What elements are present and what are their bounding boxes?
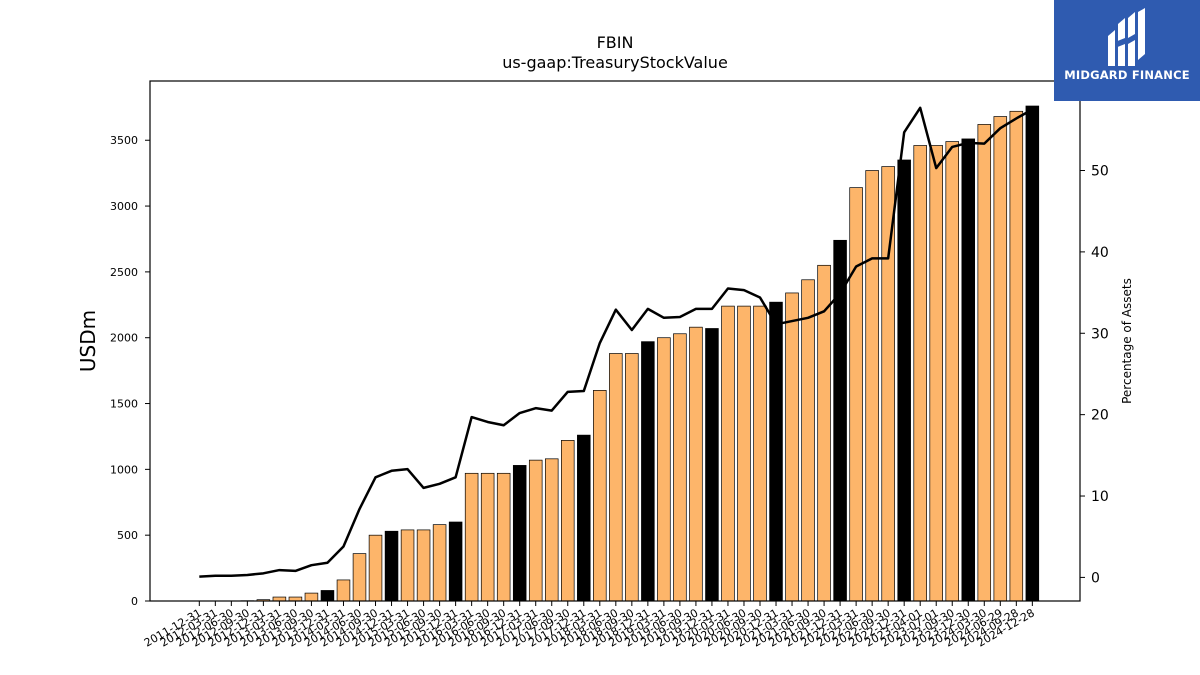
bar (561, 440, 575, 602)
bar (368, 534, 383, 602)
y-tick-label: 1000 (110, 463, 138, 476)
bar (801, 279, 815, 602)
bar (1009, 110, 1024, 602)
y-tick-label: 3000 (110, 200, 138, 213)
bar (737, 305, 751, 602)
bar (785, 292, 799, 602)
bar (865, 170, 879, 602)
chart-title: FBIN (597, 33, 634, 52)
midgard-finance-logo: MIDGARD FINANCE (1054, 0, 1200, 101)
bar (641, 341, 655, 602)
y-tick-label: 0 (131, 595, 138, 608)
y-tick-label: 1500 (110, 398, 138, 411)
bar (609, 353, 623, 602)
bar (993, 116, 1008, 602)
bar (464, 472, 479, 602)
bar (945, 141, 959, 602)
y-axis-label: USDm (76, 310, 100, 372)
y2-tick-label: 20 (1091, 408, 1109, 424)
bar (304, 592, 319, 602)
bar (753, 305, 767, 602)
bar (416, 529, 431, 602)
y-tick-label: 2000 (110, 332, 138, 345)
bar (657, 337, 671, 602)
y2-tick-label: 50 (1091, 164, 1109, 180)
bar (448, 521, 463, 602)
bar (1025, 105, 1040, 602)
y-tick-label: 2500 (110, 266, 138, 279)
y-tick-label: 500 (117, 529, 138, 542)
y2-axis-label: Percentage of Assets (1120, 278, 1134, 404)
bar (352, 553, 367, 602)
bar (721, 305, 735, 602)
bar (593, 390, 607, 602)
bar (673, 333, 687, 602)
y2-tick-label: 10 (1091, 489, 1109, 505)
percentage-line (199, 106, 1033, 578)
logo-text: MIDGARD FINANCE (1064, 68, 1190, 82)
bar (689, 326, 703, 602)
bar (320, 590, 335, 602)
y2-tick-label: 0 (1091, 570, 1100, 586)
bar (496, 472, 511, 602)
chart-subtitle: us-gaap:TreasuryStockValue (502, 53, 728, 72)
bar (544, 458, 559, 602)
bar (384, 530, 399, 602)
midgard-mark-icon (1108, 8, 1145, 66)
bar (432, 524, 447, 602)
y2-tick-label: 40 (1091, 245, 1109, 261)
bar (929, 145, 943, 602)
y2-tick-label: 30 (1091, 326, 1109, 342)
bar (913, 145, 927, 602)
bar (528, 459, 543, 602)
plot-frame (149, 80, 1081, 602)
bar (577, 434, 591, 602)
bar (480, 472, 495, 602)
y-tick-label: 3500 (110, 134, 138, 147)
bar (769, 301, 783, 602)
bar (336, 579, 351, 602)
bar (705, 328, 719, 602)
bar (512, 465, 527, 602)
bar (400, 529, 415, 602)
bar (897, 159, 911, 602)
bar (977, 124, 992, 602)
bar (849, 187, 863, 602)
bar (961, 138, 976, 602)
bar (817, 264, 831, 602)
bar (625, 353, 639, 602)
